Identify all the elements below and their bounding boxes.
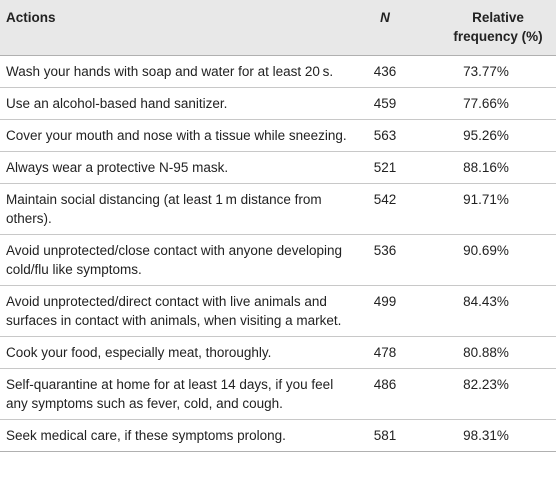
table-cell: 459 [354, 87, 416, 120]
table-cell: 95.26% [416, 119, 556, 152]
table-row: Cover your mouth and nose with a tissue … [0, 119, 556, 152]
table-cell: 436 [354, 55, 416, 88]
table-cell: 499 [354, 285, 416, 337]
table-cell: Maintain social distancing (at least 1 m… [0, 183, 354, 235]
table-cell: 80.88% [416, 336, 556, 369]
table-cell: 91.71% [416, 183, 556, 235]
table-cell: Cover your mouth and nose with a tissue … [0, 119, 354, 152]
table-cell: Use an alcohol-based hand sanitizer. [0, 87, 354, 120]
table-body: Wash your hands with soap and water for … [0, 55, 556, 452]
table-row: Self-quarantine at home for at least 14 … [0, 368, 556, 420]
table-row: Seek medical care, if these symptoms pro… [0, 419, 556, 452]
table-cell: 84.43% [416, 285, 556, 337]
header-row: Actions N Relative frequency (%) [0, 0, 556, 56]
table-cell: Avoid unprotected/direct contact with li… [0, 285, 354, 337]
data-table: Actions N Relative frequency (%) Wash yo… [0, 0, 556, 452]
table-row: Maintain social distancing (at least 1 m… [0, 183, 556, 235]
table-cell: 82.23% [416, 368, 556, 420]
table-cell: 73.77% [416, 55, 556, 88]
table-row: Avoid unprotected/close contact with any… [0, 234, 556, 286]
table-cell: 536 [354, 234, 416, 286]
table-header: Actions N Relative frequency (%) [0, 0, 556, 56]
table-cell: Always wear a protective N-95 mask. [0, 151, 354, 184]
table-cell: 88.16% [416, 151, 556, 184]
table-cell: 521 [354, 151, 416, 184]
table-cell: Cook your food, especially meat, thoroug… [0, 336, 354, 369]
table-cell: 98.31% [416, 419, 556, 452]
header-cell: Actions [0, 0, 354, 56]
table-row: Always wear a protective N-95 mask. 521 88… [0, 151, 556, 184]
header-cell: Relative frequency (%) [416, 0, 556, 56]
table-cell: 478 [354, 336, 416, 369]
table-row: Cook your food, especially meat, thoroug… [0, 336, 556, 369]
table-cell: 77.66% [416, 87, 556, 120]
table-row: Wash your hands with soap and water for … [0, 55, 556, 88]
table-cell: Avoid unprotected/close contact with any… [0, 234, 354, 286]
table-cell: 581 [354, 419, 416, 452]
table-cell: 486 [354, 368, 416, 420]
table-cell: 563 [354, 119, 416, 152]
header-cell: N [354, 0, 416, 56]
table-cell: 542 [354, 183, 416, 235]
table-row: Avoid unprotected/direct contact with li… [0, 285, 556, 337]
table-cell: Self-quarantine at home for at least 14 … [0, 368, 354, 420]
table-cell: 90.69% [416, 234, 556, 286]
table-cell: Seek medical care, if these symptoms pro… [0, 419, 354, 452]
table-cell: Wash your hands with soap and water for … [0, 55, 354, 88]
table-row: Use an alcohol-based hand sanitizer. 459 7… [0, 87, 556, 120]
